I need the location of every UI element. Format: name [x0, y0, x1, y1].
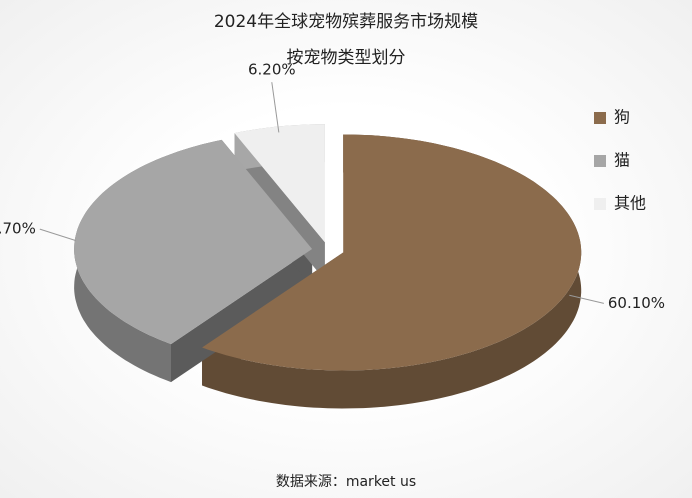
- leader-line: [271, 82, 280, 133]
- data-label: 60.10%: [608, 294, 665, 312]
- legend-label: 猫: [614, 151, 630, 170]
- legend-swatch: [594, 198, 606, 210]
- legend-swatch: [594, 112, 606, 124]
- chart-title: 2024年全球宠物殡葬服务市场规模: [214, 12, 478, 32]
- slice: [202, 134, 582, 371]
- slice: [234, 124, 325, 243]
- data-label: 6.20%: [248, 61, 296, 79]
- slice: [74, 139, 313, 345]
- legend-label: 狗: [614, 108, 630, 127]
- legend-label: 其他: [614, 194, 646, 213]
- data-label: 33.70%: [0, 220, 36, 238]
- legend-swatch: [594, 155, 606, 167]
- leader-line: [39, 228, 77, 242]
- slice-wall: [202, 134, 582, 409]
- chart-subtitle: 按宠物类型划分: [287, 48, 406, 68]
- leader-line: [569, 294, 604, 304]
- source-note: 数据来源：market us: [276, 474, 416, 490]
